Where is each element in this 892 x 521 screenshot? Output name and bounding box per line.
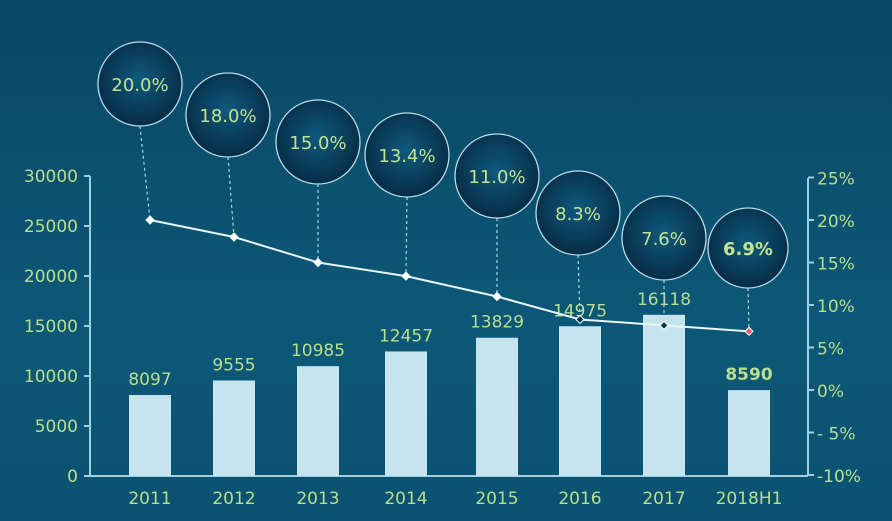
x-tick-label: 2017 xyxy=(642,489,685,509)
bar xyxy=(297,366,339,476)
growth-rate-label: 6.9% xyxy=(723,239,773,260)
growth-rate-label: 7.6% xyxy=(641,229,687,250)
right-tick-label: 25% xyxy=(817,170,855,190)
bar-value-label: 10985 xyxy=(291,341,345,361)
bar xyxy=(559,326,601,476)
line-point xyxy=(492,291,502,302)
line-point xyxy=(744,326,754,337)
leader-line xyxy=(405,196,408,277)
growth-rate-label: 11.0% xyxy=(468,167,525,188)
value-bubble xyxy=(535,170,621,256)
value-bubble xyxy=(97,41,183,127)
right-tick-label: 0% xyxy=(817,382,844,402)
growth-rate-label: 13.4% xyxy=(378,146,435,167)
right-tick-label: - 5% xyxy=(817,425,856,445)
growth-rate-label: 15.0% xyxy=(289,133,346,154)
left-tick-label: 25000 xyxy=(24,217,78,237)
left-tick-label: 15000 xyxy=(24,317,78,337)
x-tick-label: 2013 xyxy=(296,489,339,509)
line-point xyxy=(313,257,323,268)
value-bubble xyxy=(707,207,789,289)
value-bubble xyxy=(364,112,450,198)
value-bubble xyxy=(275,99,361,185)
x-tick-label: 2018H1 xyxy=(716,489,783,509)
right-tick-label: 10% xyxy=(817,297,855,317)
bar-value-label: 12457 xyxy=(379,326,433,346)
line-point xyxy=(575,314,585,325)
left-tick-label: 0 xyxy=(67,467,78,487)
x-tick-label: 2012 xyxy=(212,489,255,509)
value-bubble xyxy=(621,195,707,281)
right-tick-label: 5% xyxy=(817,340,844,360)
x-tick-label: 2016 xyxy=(558,489,601,509)
right-tick-label: 20% xyxy=(817,212,855,232)
line-point xyxy=(229,232,239,242)
left-tick-label: 10000 xyxy=(24,367,78,387)
x-tick-label: 2015 xyxy=(475,489,518,509)
bar xyxy=(728,390,770,476)
growth-rate-label: 8.3% xyxy=(555,204,601,225)
value-bubble xyxy=(185,72,271,158)
left-tick-label: 20000 xyxy=(24,267,78,287)
x-tick-label: 2014 xyxy=(384,489,427,509)
bar xyxy=(385,351,427,476)
bar-value-label: 13829 xyxy=(470,313,524,333)
line-point xyxy=(145,215,155,225)
growth-line xyxy=(149,219,750,333)
leader-line xyxy=(577,254,581,320)
line-point xyxy=(401,271,411,281)
bar-value-label: 8590 xyxy=(725,365,772,385)
value-bubble xyxy=(454,133,540,219)
right-tick-label: -10% xyxy=(817,467,861,487)
growth-rate-label: 20.0% xyxy=(111,75,168,96)
bar xyxy=(213,380,255,476)
bar xyxy=(476,337,518,476)
leader-line xyxy=(139,125,151,221)
right-tick-label: 15% xyxy=(817,255,855,275)
line-point xyxy=(659,320,669,331)
bar-value-label: 8097 xyxy=(128,370,171,390)
x-tick-label: 2011 xyxy=(128,489,171,509)
leader-line xyxy=(747,287,750,332)
bar xyxy=(643,314,685,476)
bar-value-label: 9555 xyxy=(212,355,255,375)
growth-rate-label: 18.0% xyxy=(199,106,256,127)
leader-line xyxy=(227,156,235,238)
bar xyxy=(129,395,171,476)
left-tick-label: 5000 xyxy=(35,417,78,437)
left-tick-label: 30000 xyxy=(24,167,78,187)
